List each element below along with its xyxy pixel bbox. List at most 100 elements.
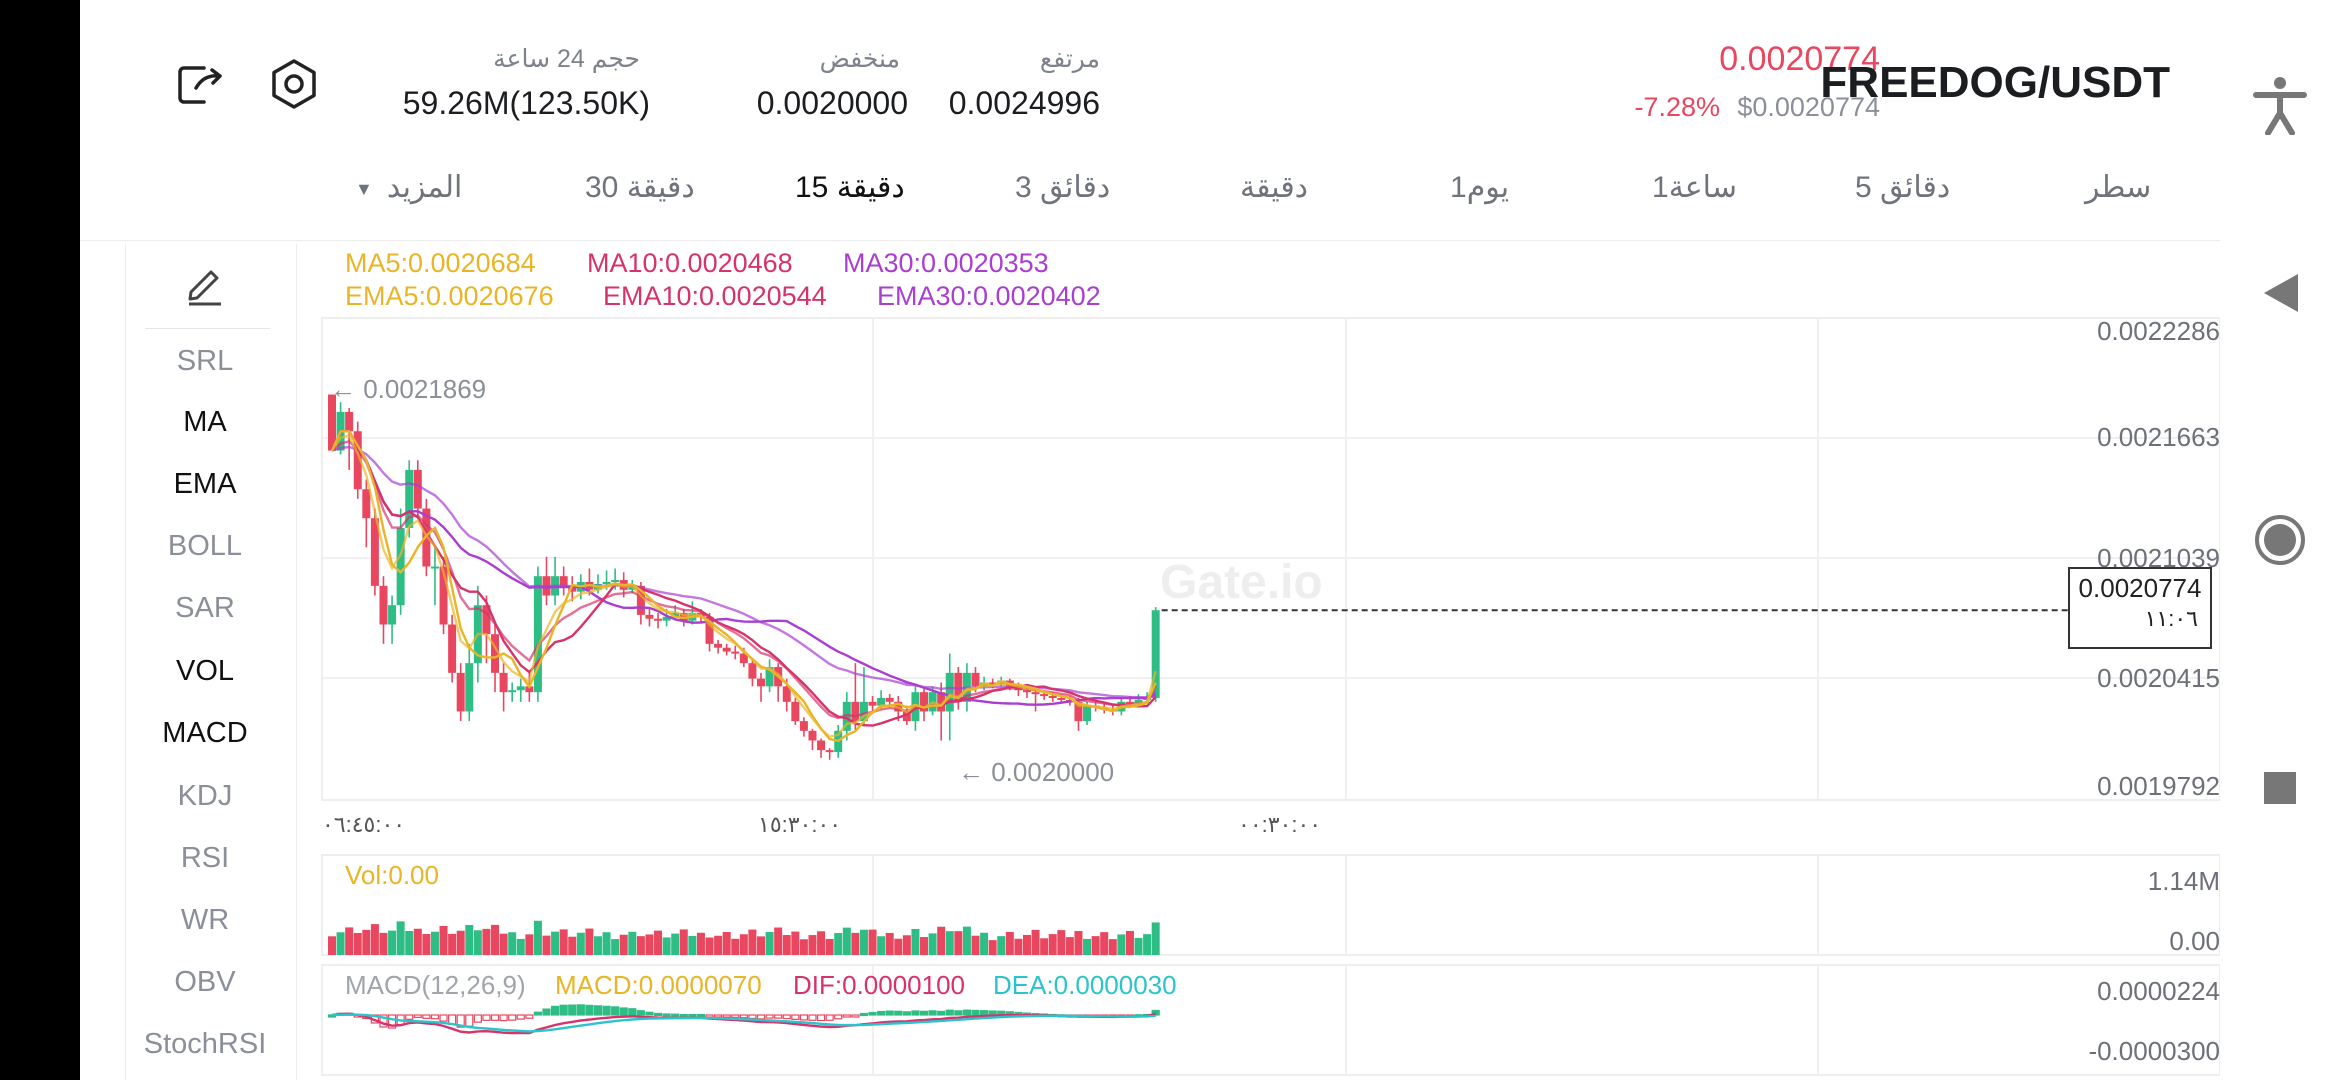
macd-histogram-bar [756, 1014, 766, 1020]
macd-histogram-bar [671, 1013, 680, 1017]
volume-bar [954, 931, 963, 955]
volume-bar [602, 932, 611, 955]
share-icon[interactable] [176, 62, 224, 108]
header: حجم 24 ساعة 59.26M(123.50K) منخفض 0.0020… [80, 0, 2220, 240]
candle-body [662, 616, 671, 621]
indicator-srl[interactable]: SRL [176, 345, 234, 377]
macd-histogram-bar [877, 1010, 886, 1016]
candlestick-chart[interactable]: Gate.io [80, 0, 2220, 1080]
volume-bar [1074, 931, 1083, 955]
indicator-macd[interactable]: MACD [162, 717, 248, 749]
tab-15min[interactable]: 15 دقيقة [795, 171, 905, 204]
candle-body [877, 697, 886, 706]
high-price-marker: ← 0.0021869 [330, 374, 487, 404]
volume-bar [877, 936, 886, 955]
macd-histogram-bar [902, 1011, 911, 1016]
legend-dif: DIF:0.0000100 [793, 970, 966, 1000]
volume-bar [817, 931, 826, 955]
macd-histogram-bar [928, 1010, 937, 1016]
tab-30min[interactable]: 30 دقيقة [585, 171, 695, 204]
macd-histogram-bar [919, 1010, 929, 1016]
tab-more-label: المزيد [386, 171, 463, 204]
candle-body [353, 431, 362, 490]
system-nav-bar [2220, 0, 2340, 1080]
indicator-vol[interactable]: VOL [175, 655, 235, 687]
stat-high-label: مرتفع [1039, 45, 1100, 73]
macd-histogram-bar [525, 1014, 534, 1019]
macd-histogram-bar [765, 1014, 774, 1019]
volume-axis-label: 1.14M [2147, 866, 2220, 896]
tab-3min[interactable]: 3 دقائق [1015, 171, 1111, 204]
indicator-stochrsi[interactable]: StochRSI [143, 1028, 267, 1060]
chevron-down-icon: ▼ [355, 178, 373, 199]
indicator-boll[interactable]: BOLL [167, 530, 243, 562]
accessibility-icon[interactable] [2252, 75, 2308, 135]
candle-body [714, 643, 723, 648]
volume-bar [593, 936, 602, 955]
home-icon[interactable] [2254, 514, 2306, 566]
volume-bar [611, 939, 620, 955]
volume-bar [491, 924, 500, 955]
indicator-ema[interactable]: EMA [173, 468, 237, 500]
pair-name[interactable]: FREEDOG/USDT [1820, 58, 2170, 107]
tab-1min[interactable]: دقيقة [1240, 171, 1309, 204]
macd-axis-label: 0.0000224 [2097, 976, 2220, 1006]
indicator-sidebar [125, 244, 297, 1080]
macd-histogram-bar [439, 1014, 448, 1022]
legend-ma10: MA10:0.0020468 [587, 248, 793, 278]
candle-body [1134, 699, 1143, 704]
price-axis-label: 0.0022286 [2097, 316, 2220, 346]
macd-histogram-bar [679, 1014, 688, 1018]
indicator-sar[interactable]: SAR [175, 592, 235, 624]
candle-body [782, 686, 791, 702]
indicator-wr[interactable]: WR [180, 904, 230, 936]
tab-line[interactable]: سطر [2085, 171, 2152, 204]
volume-bar [765, 932, 774, 955]
volume-bar [516, 938, 525, 955]
volume-bar [885, 932, 894, 955]
candle-body [456, 672, 465, 712]
indicator-kdj[interactable]: KDJ [177, 780, 233, 812]
volume-bar [834, 933, 843, 955]
indicator-obv[interactable]: OBV [174, 966, 236, 998]
tab-more[interactable]: ▼ المزيد [355, 170, 462, 205]
volume-bar [430, 931, 439, 955]
volume-bar [551, 931, 560, 955]
macd-histogram-bar [705, 1014, 714, 1018]
macd-histogram-bar [508, 1014, 517, 1021]
macd-histogram-bar [387, 1014, 397, 1029]
candle-body [508, 690, 517, 693]
volume-bar [654, 930, 663, 955]
volume-bar [456, 930, 465, 955]
indicator-rsi[interactable]: RSI [180, 842, 230, 874]
settings-icon[interactable] [268, 58, 320, 110]
macd-histogram-bar [645, 1011, 654, 1016]
trading-screen: حجم 24 ساعة 59.26M(123.50K) منخفض 0.0020… [80, 0, 2220, 1080]
volume-bar [473, 930, 482, 955]
tab-5min[interactable]: 5 دقائق [1855, 171, 1951, 204]
tab-1hour[interactable]: 1ساعة [1652, 171, 1737, 204]
volume-axis-label: 0.00 [2169, 926, 2220, 956]
legend-ma5: MA5:0.0020684 [345, 248, 536, 278]
pencil-icon[interactable] [183, 262, 227, 306]
back-icon[interactable] [2260, 272, 2300, 314]
volume-bar [997, 936, 1006, 955]
candle-body [705, 616, 714, 644]
macd-histogram-bar [791, 1014, 800, 1020]
volume-bar [662, 937, 671, 955]
volume-bar [851, 932, 860, 955]
volume-bar [1014, 938, 1023, 955]
volume-bar [774, 927, 783, 955]
legend-ema5: EMA5:0.0020676 [345, 281, 554, 311]
volume-bar [465, 925, 474, 955]
stat-low-value: 0.0020000 [756, 85, 908, 121]
candle-body [568, 585, 577, 592]
ema10-line [331, 439, 1157, 720]
tab-1day[interactable]: 1يوم [1450, 171, 1510, 204]
volume-bar [791, 931, 800, 955]
recents-icon[interactable] [2262, 770, 2298, 806]
volume-bar [542, 935, 551, 955]
volume-bar [568, 936, 577, 955]
indicator-ma[interactable]: MA [183, 406, 227, 438]
volume-bar [1048, 934, 1057, 955]
